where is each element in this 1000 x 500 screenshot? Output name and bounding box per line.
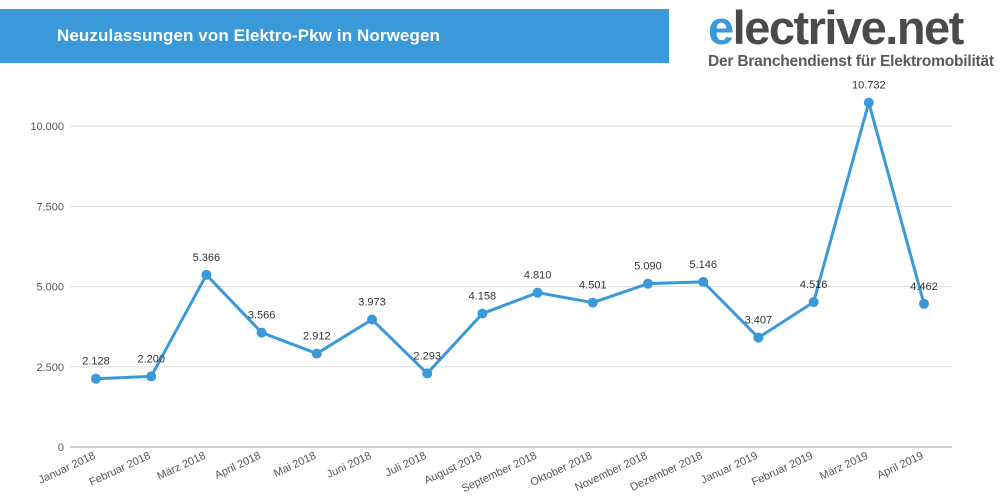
y-axis-ticks: 0 2.500 5.000 7.500 10.000 (30, 121, 64, 454)
data-point (91, 373, 101, 384)
data-label: 4.516 (800, 279, 828, 291)
data-label: 3.973 (358, 297, 386, 309)
x-tick-label: Februar 2018 (88, 450, 153, 489)
data-point (422, 368, 433, 379)
data-point (477, 308, 488, 319)
x-tick-label: April 2018 (213, 450, 263, 482)
y-tick-label: 0 (58, 442, 64, 454)
x-tick-label: Mai 2018 (272, 450, 318, 480)
data-label: 10.732 (852, 80, 886, 92)
data-label: 2.912 (303, 331, 331, 343)
data-point (863, 97, 874, 108)
data-label: 3.407 (745, 315, 773, 327)
data-label: 2.293 (413, 350, 441, 362)
brand-name: electrive.net (708, 4, 988, 52)
data-label: 2.200 (137, 353, 165, 365)
data-label: 4.810 (524, 270, 552, 282)
x-tick-label: März 2019 (818, 450, 870, 483)
data-point (753, 332, 764, 343)
y-tick-label: 5.000 (36, 282, 64, 294)
y-tick-label: 7.500 (36, 201, 64, 213)
y-tick-label: 10.000 (30, 121, 64, 133)
data-point (587, 297, 598, 308)
data-point (311, 348, 322, 359)
data-point (808, 297, 819, 308)
data-label: 3.566 (248, 310, 276, 322)
x-tick-label: April 2019 (875, 450, 925, 482)
grid-lines (70, 125, 952, 448)
data-point (201, 269, 212, 280)
x-tick-label: Juni 2018 (325, 450, 373, 481)
data-label: 4.462 (910, 281, 938, 293)
data-label: 4.158 (469, 291, 497, 303)
series-line (94, 101, 926, 381)
data-label: 5.146 (689, 259, 717, 271)
data-label: 4.501 (579, 280, 607, 292)
data-point (643, 278, 653, 289)
brand-name-accent: e (708, 1, 734, 54)
y-tick-label: 2.500 (36, 362, 64, 374)
data-point (919, 298, 929, 309)
series-line-layer (94, 101, 926, 381)
data-point (367, 314, 377, 325)
data-point (698, 276, 709, 287)
data-points (91, 97, 929, 384)
data-point (256, 327, 267, 338)
data-label: 2.128 (82, 356, 110, 368)
title-banner: Neuzulassungen von Elektro-Pkw in Norweg… (0, 9, 669, 63)
brand-name-rest: lectrive.net (732, 1, 965, 54)
x-tick-label: März 2018 (155, 450, 207, 483)
x-tick-label: Februar 2019 (750, 450, 815, 489)
data-point (532, 287, 543, 298)
data-point (146, 371, 157, 382)
brand-tagline: Der Branchendienst für Elektromobilität (708, 53, 994, 70)
brand-logo: electrive.net Der Branchendienst für Ele… (708, 4, 994, 71)
data-labels: 2.128 2.200 5.366 3.566 2.912 3.973 2.293 4.158… (82, 80, 938, 368)
chart-title: Neuzulassungen von Elektro-Pkw in Norweg… (57, 26, 440, 45)
data-label: 5.366 (193, 252, 221, 264)
data-label: 5.090 (634, 261, 662, 273)
x-tick-label: Juli 2018 (383, 450, 428, 479)
